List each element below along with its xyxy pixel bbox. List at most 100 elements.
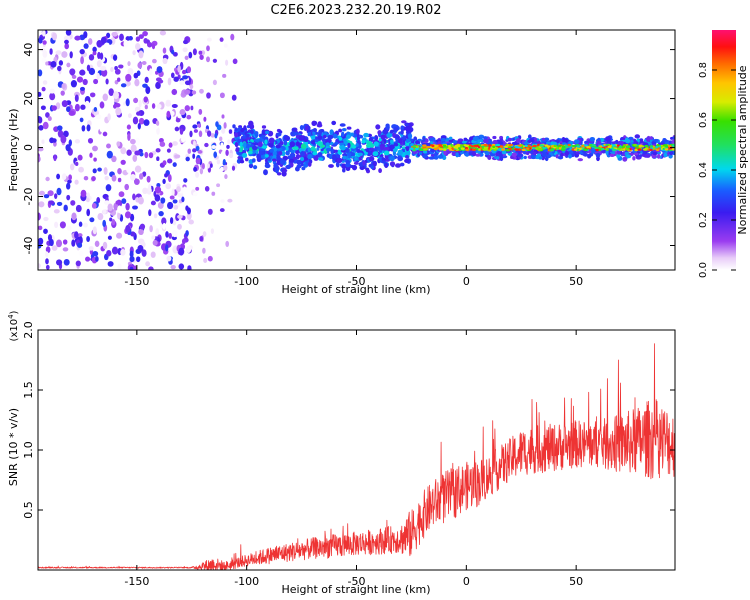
heatmap-cell — [638, 144, 642, 148]
heatmap-cell — [536, 146, 540, 149]
heatmap-cell — [92, 168, 97, 174]
heatmap-cell — [325, 142, 330, 148]
heatmap-cell — [261, 133, 266, 140]
heatmap-cell — [38, 124, 44, 131]
heatmap-cell — [617, 149, 621, 155]
heatmap-cell — [345, 159, 351, 164]
heatmap-cell — [232, 124, 236, 129]
heatmap-cell — [151, 103, 156, 109]
heatmap-cell — [80, 189, 87, 198]
heatmap-cell — [649, 145, 654, 148]
heatmap-cell — [170, 264, 176, 270]
heatmap-cell — [528, 138, 535, 143]
heatmap-cell — [334, 141, 339, 145]
heatmap-cell — [134, 78, 140, 87]
heatmap-cell — [64, 39, 69, 45]
heatmap-cell — [404, 158, 410, 163]
heatmap-cell — [500, 145, 504, 149]
heatmap-cell — [254, 131, 259, 138]
heatmap-cell — [123, 39, 129, 48]
heatmap-cell — [219, 208, 225, 213]
heatmap-cell — [381, 160, 386, 164]
heatmap-cell — [373, 141, 379, 147]
heatmap-cell — [380, 145, 385, 151]
heatmap-cell — [96, 197, 101, 204]
heatmap-cell — [202, 231, 207, 237]
heatmap-cell — [346, 152, 352, 157]
heatmap-cell — [117, 211, 121, 220]
heatmap-cell — [275, 167, 279, 174]
heatmap-cell — [211, 191, 216, 196]
heatmap-cell — [307, 161, 312, 167]
heatmap-cell — [79, 117, 84, 123]
heatmap-cell — [300, 150, 305, 157]
heatmap-cell — [38, 201, 45, 208]
heatmap-cell — [231, 94, 237, 101]
heatmap-cell — [172, 162, 177, 168]
heatmap-cell — [83, 31, 88, 39]
heatmap-cell — [292, 156, 297, 160]
heatmap-cell — [93, 78, 99, 85]
heatmap-cell — [154, 186, 162, 194]
heatmap-cell — [92, 145, 98, 152]
heatmap-cell — [159, 30, 167, 36]
heatmap-cell — [156, 103, 162, 109]
heatmap-cell — [204, 186, 210, 192]
heatmap-cell — [243, 142, 247, 148]
heatmap-cell — [132, 205, 138, 210]
heatmap-cell — [62, 130, 69, 138]
heatmap-cell — [59, 221, 66, 229]
heatmap-cell — [188, 51, 193, 59]
heatmap-cell — [184, 105, 190, 112]
heatmap-cell — [141, 249, 147, 257]
heatmap-cell — [104, 175, 109, 181]
heatmap-cell — [414, 140, 420, 145]
heatmap-cell — [248, 163, 254, 169]
heatmap-cell — [132, 50, 136, 56]
heatmap-cell — [358, 144, 362, 149]
heatmap-cell — [341, 127, 347, 132]
heatmap-cell — [285, 164, 292, 170]
heatmap-cell — [155, 148, 161, 153]
heatmap-cell — [363, 132, 370, 138]
heatmap-cell — [138, 34, 144, 40]
heatmap-cell — [75, 260, 81, 267]
heatmap-cell — [378, 168, 382, 174]
heatmap-cell — [487, 154, 492, 161]
heatmap-cell — [542, 146, 548, 149]
heatmap-cell — [138, 117, 145, 125]
heatmap-cell — [405, 155, 409, 159]
colorbar-gradient — [712, 30, 736, 270]
heatmap-cell — [166, 148, 171, 153]
heatmap-cell — [201, 163, 205, 170]
heatmap-cell — [214, 133, 218, 139]
heatmap-cell — [178, 247, 185, 256]
heatmap-cell — [493, 148, 498, 151]
heatmap-cell — [464, 144, 469, 147]
heatmap-cell — [147, 41, 153, 48]
heatmap-cell — [68, 139, 72, 147]
heatmap-cell — [291, 127, 297, 132]
heatmap-cell — [600, 147, 605, 151]
heatmap-cell — [381, 157, 385, 162]
heatmap-cell — [589, 136, 596, 142]
heatmap-cell — [166, 110, 171, 118]
heatmap-cell — [611, 148, 617, 152]
heatmap-cell — [149, 68, 153, 76]
heatmap-cell — [179, 109, 186, 116]
heatmap-cell — [55, 50, 62, 55]
heatmap-cell — [511, 141, 517, 146]
heatmap-cell — [188, 219, 194, 225]
heatmap-cell — [339, 142, 345, 146]
heatmap-cell — [38, 69, 43, 77]
heatmap-cell — [253, 138, 260, 143]
heatmap-cell — [243, 125, 247, 131]
heatmap-cell — [410, 143, 414, 146]
heatmap-cell — [138, 228, 144, 236]
heatmap-cell — [633, 152, 639, 156]
heatmap-cell — [43, 216, 49, 222]
heatmap-cell — [67, 179, 72, 184]
heatmap-cell — [142, 30, 148, 37]
heatmap-cell — [185, 246, 192, 253]
y-tick-label: 20 — [22, 92, 35, 106]
